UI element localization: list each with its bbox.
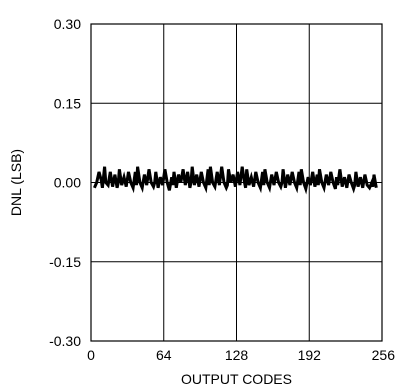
x-axis-label: OUTPUT CODES <box>181 371 292 387</box>
y-tick-label: 0.00 <box>54 175 81 191</box>
series-layer <box>93 166 378 195</box>
x-tick-label: 256 <box>372 347 396 363</box>
y-tick-label: 0.15 <box>54 95 81 111</box>
plot-frame <box>90 23 383 342</box>
x-tick-labels: 0 64 128 192 256 <box>87 347 395 363</box>
x-tick-label: 192 <box>298 347 322 363</box>
series-line-0 <box>93 166 378 195</box>
y-axis-label: DNL (LSB) <box>8 149 24 216</box>
x-tick-label: 64 <box>156 347 172 363</box>
y-tick-label: 0.30 <box>54 16 81 32</box>
x-tick-label: 0 <box>87 347 95 363</box>
x-tick-label: 128 <box>225 347 249 363</box>
y-tick-labels: 0.30 0.15 0.00 -0.15 -0.30 <box>49 16 81 349</box>
y-tick-label: -0.30 <box>49 333 81 349</box>
y-tick-label: -0.15 <box>49 254 81 270</box>
